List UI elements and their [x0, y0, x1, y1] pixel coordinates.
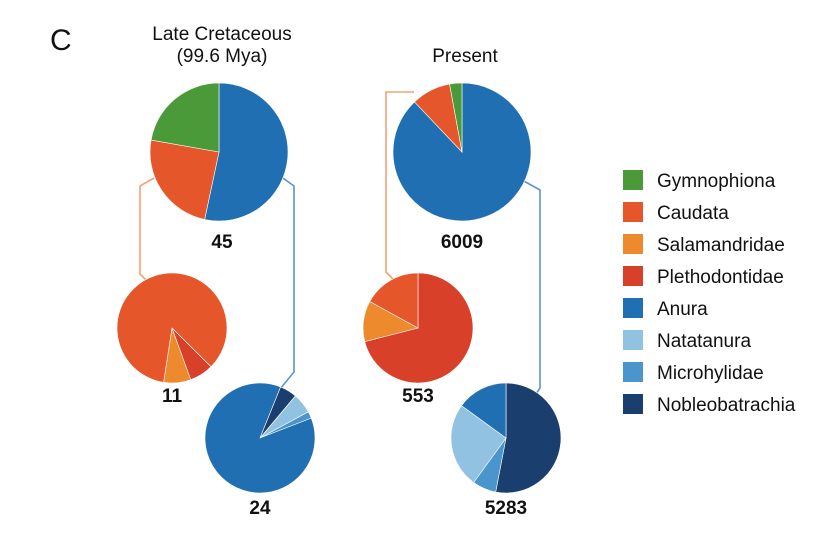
legend-label-caudata: Caudata	[657, 203, 729, 224]
legend-label-salamandridae: Salamandridae	[657, 235, 785, 256]
legend-label-plethodontidae: Plethodontidae	[657, 267, 784, 288]
connector-line-present-caudata	[385, 91, 414, 283]
legend-label-natatanura: Natatanura	[657, 331, 751, 352]
panel-letter: C	[50, 24, 72, 57]
pie-present-caudata	[362, 272, 474, 384]
pie-slice-anura	[461, 382, 507, 439]
pie-present-anura	[450, 382, 562, 494]
pie-slice-caudata	[149, 139, 220, 220]
connector-line-late-cretaceous-caudata	[139, 177, 155, 283]
legend-swatch-gymnophiona	[623, 170, 643, 190]
legend-swatch-natatanura	[623, 330, 643, 350]
legend-label-nobleobatrachia: Nobleobatrachia	[657, 395, 796, 416]
count-label-present-caudata: 553	[402, 386, 434, 407]
connector-line-present-anura	[521, 179, 541, 395]
pie-late-cretaceous-total	[149, 82, 289, 222]
legend-label-gymnophiona: Gymnophiona	[657, 171, 776, 192]
connector-line-late-cretaceous-anura	[275, 175, 295, 395]
legend-swatch-anura	[623, 298, 643, 318]
legend-swatch-nobleobatrachia	[623, 394, 643, 414]
legend-swatch-salamandridae	[623, 234, 643, 254]
legend: Gymnophiona Caudata Salamandridae Pletho…	[623, 170, 796, 416]
pie-present-total	[392, 82, 532, 222]
pie-late-cretaceous-caudata	[116, 272, 228, 384]
pie-slice-gymnophiona	[449, 82, 463, 153]
pie-slice-anura	[204, 82, 289, 222]
pie-slice-nobleobatrachia	[259, 386, 296, 439]
pie-slice-gymnophiona	[150, 82, 220, 153]
column-subtitle-late-cretaceous: (99.6 Mya)	[177, 46, 268, 67]
pie-slice-plethodontidae	[364, 272, 474, 384]
count-label-late-cretaceous-caudata: 11	[162, 386, 183, 407]
legend-label-anura: Anura	[657, 299, 708, 320]
pie-slice-caudata	[369, 272, 419, 329]
count-label-present-anura: 5283	[485, 498, 527, 519]
legend-swatch-microhylidae	[623, 362, 643, 382]
column-title-present: Present	[432, 46, 498, 67]
pie-slice-nobleobatrachia	[495, 382, 562, 494]
count-label-late-cretaceous-total: 45	[211, 232, 233, 253]
pie-late-cretaceous-anura	[204, 382, 316, 494]
count-label-present-total: 6009	[441, 232, 483, 253]
pie-slice-plethodontidae	[171, 327, 212, 381]
column-title-late-cretaceous: Late Cretaceous	[152, 24, 291, 45]
pie-slice-natatanura	[450, 405, 507, 483]
legend-label-microhylidae: Microhylidae	[657, 363, 764, 384]
count-label-late-cretaceous-anura: 24	[249, 498, 271, 519]
legend-swatch-caudata	[623, 202, 643, 222]
connector-lines	[139, 91, 541, 395]
legend-swatch-plethodontidae	[623, 266, 643, 286]
